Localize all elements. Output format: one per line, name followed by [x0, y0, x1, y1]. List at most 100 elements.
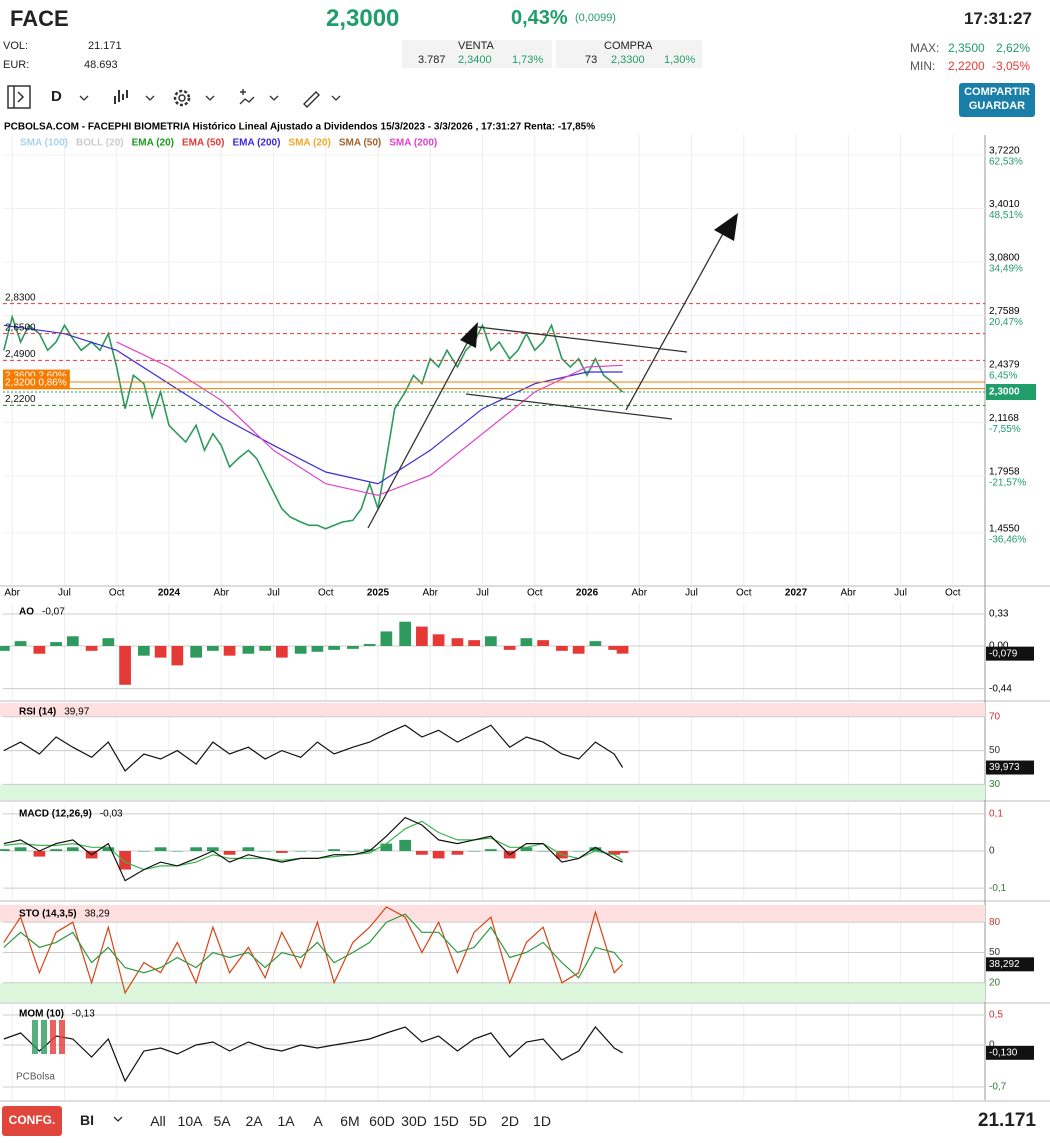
level-label: 2,8300 [5, 292, 36, 303]
range-option[interactable]: 1A [277, 1113, 295, 1129]
legend-item: SMA (20) [288, 138, 330, 149]
range-option[interactable]: 60D [369, 1113, 395, 1129]
level-label: 2,6500 [5, 322, 36, 333]
level-label: 2,4900 [5, 349, 36, 360]
compra-qty: 73 [585, 54, 598, 66]
y-tick-pct: -7,55% [989, 424, 1021, 435]
range-option[interactable]: 2A [245, 1113, 263, 1129]
y-tick-label: 2,7589 [989, 306, 1020, 317]
min-pct: -3,05% [992, 59, 1031, 73]
y-tick-label: -0,7 [989, 1082, 1007, 1093]
histogram-bar [363, 644, 376, 646]
legend-item: EMA (20) [132, 138, 174, 149]
histogram-bar [416, 851, 428, 855]
indicator-title: AO [19, 607, 34, 618]
series-line [3, 1026, 623, 1083]
histogram-bar [138, 645, 150, 656]
series-line [116, 341, 623, 496]
series-line [3, 816, 623, 882]
range-option[interactable]: 6M [340, 1113, 360, 1129]
histogram-bar [537, 640, 549, 646]
x-tick-label: Oct [945, 588, 961, 599]
histogram-bar [50, 642, 62, 646]
histogram-bar [154, 645, 167, 658]
range-option[interactable]: 5D [469, 1113, 487, 1129]
range-option[interactable]: 30D [401, 1113, 427, 1129]
overbought-band [0, 703, 985, 717]
histogram-bar [85, 645, 98, 651]
price-tag-bg [986, 384, 1036, 400]
value-tag-bg [986, 957, 1034, 972]
histogram-bar [275, 851, 288, 853]
settings-hub [178, 94, 186, 102]
y-tick-label: 2,4379 [989, 360, 1020, 371]
config-button[interactable] [2, 1106, 62, 1136]
min: 2,2200 [948, 59, 985, 73]
venta-pct: 1,73% [512, 54, 544, 66]
y-tick-label: 0,33 [989, 609, 1009, 620]
y-tick-label: 1,7958 [989, 467, 1020, 478]
y-tick-label: 0,5 [989, 1010, 1003, 1021]
logo-bar [59, 1020, 65, 1054]
histogram-bar [608, 645, 621, 650]
histogram-bar [171, 645, 184, 666]
draw-icon[interactable] [303, 91, 320, 108]
venta-box [402, 40, 552, 68]
trend-line [367, 333, 473, 529]
indicator-value: 39,97 [64, 707, 89, 718]
oversold-band [0, 982, 985, 1002]
histogram-bar [294, 645, 307, 654]
range-option[interactable]: 1D [533, 1113, 551, 1129]
indicator-value: -0,07 [42, 607, 65, 618]
range-option[interactable]: 15D [433, 1113, 459, 1129]
x-tick-label: Abr [631, 588, 647, 599]
range-option[interactable]: 5A [213, 1113, 231, 1129]
range-option[interactable]: 2D [501, 1113, 519, 1129]
histogram-bar [589, 641, 602, 646]
histogram-bar [520, 847, 533, 852]
venta-price: 2,3400 [458, 54, 492, 66]
indicator-icon[interactable] [239, 89, 255, 105]
legend-item: SMA (100) [20, 138, 68, 149]
mode-caret[interactable] [112, 1114, 124, 1124]
interval[interactable]: D [51, 88, 62, 105]
histogram-bar [119, 851, 131, 870]
candles-icon[interactable] [114, 90, 128, 104]
logo-bar [32, 1020, 38, 1054]
value-tag-bg [986, 646, 1034, 661]
range-option[interactable]: All [150, 1113, 166, 1129]
x-tick-label: 2027 [785, 588, 808, 599]
x-tick-label: Oct [736, 588, 752, 599]
histogram-bar [468, 640, 480, 646]
x-tick-label: Abr [213, 588, 229, 599]
settings-icon[interactable] [173, 89, 191, 107]
range-option[interactable]: 10A [177, 1113, 203, 1129]
y-tick-label: 3,0800 [989, 253, 1020, 264]
histogram-bar [380, 631, 393, 646]
dropdown-carets[interactable] [79, 95, 341, 101]
histogram-bar [138, 851, 150, 852]
x-tick-label: Abr [841, 588, 857, 599]
histogram-bar [190, 847, 202, 852]
x-tick-label: 2024 [158, 588, 181, 599]
indicator-title: STO (14,3,5) [19, 909, 77, 920]
time: 17:31:27 [963, 9, 1032, 28]
legend-item: SMA (50) [339, 138, 381, 149]
price: 2,3000 [326, 5, 400, 32]
compra-box [556, 40, 702, 68]
level-label: 2,2200 [5, 394, 36, 405]
histogram-bar [363, 849, 376, 852]
histogram-bar [223, 851, 236, 855]
mode[interactable]: BI [80, 1112, 94, 1128]
legend-item: BOLL (20) [76, 138, 124, 149]
range-option[interactable]: A [313, 1113, 323, 1129]
histogram-bar [399, 839, 412, 852]
histogram-bar [616, 851, 629, 853]
histogram-bar [451, 851, 464, 855]
symbol: FACE [10, 6, 69, 31]
share-button[interactable] [959, 83, 1035, 117]
change-pct: 0,43% [511, 7, 568, 29]
panel-toggle[interactable] [7, 85, 31, 109]
histogram-bar [311, 645, 324, 652]
